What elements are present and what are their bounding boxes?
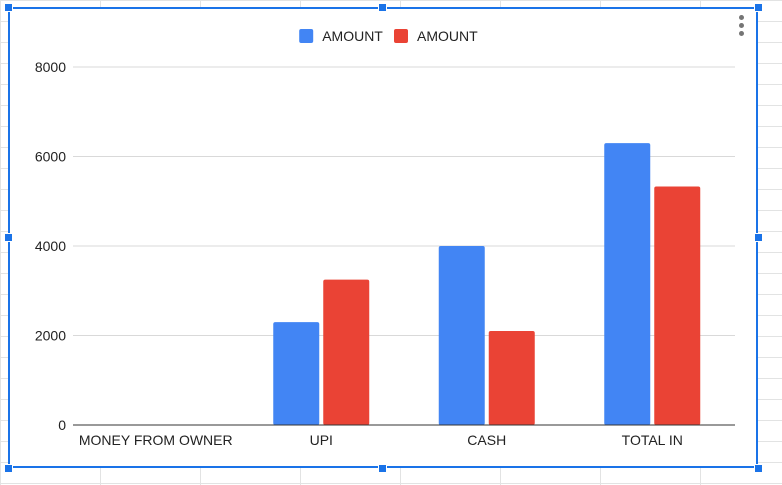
resize-handle-top-left[interactable] [4, 3, 13, 12]
resize-handle-bottom-left[interactable] [4, 464, 13, 473]
resize-handle-middle-right[interactable] [754, 233, 763, 242]
resize-handle-bottom-right[interactable] [754, 464, 763, 473]
resize-handle-top-right[interactable] [754, 3, 763, 12]
resize-handle-middle-left[interactable] [4, 233, 13, 242]
chart-container[interactable] [8, 7, 758, 468]
more-vert-icon[interactable] [736, 15, 746, 39]
resize-handle-bottom-center[interactable] [378, 464, 387, 473]
resize-handle-top-center[interactable] [378, 3, 387, 12]
